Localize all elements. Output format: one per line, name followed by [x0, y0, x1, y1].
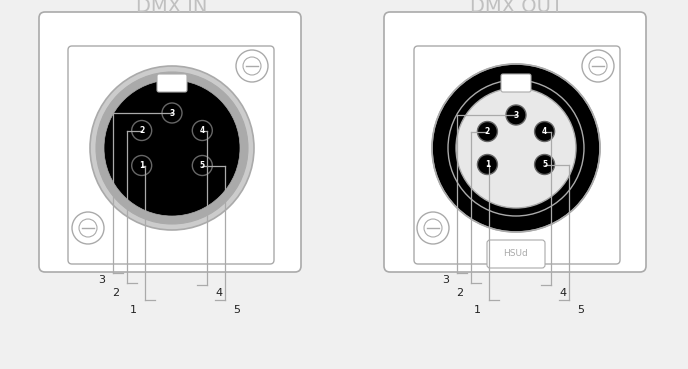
Text: 1: 1 — [130, 305, 137, 315]
Circle shape — [535, 155, 555, 175]
Text: 2: 2 — [485, 127, 490, 136]
Text: 3: 3 — [513, 110, 519, 120]
Circle shape — [193, 121, 213, 141]
FancyBboxPatch shape — [39, 12, 301, 272]
Circle shape — [96, 72, 248, 224]
Text: 4: 4 — [559, 288, 566, 298]
Text: 1: 1 — [485, 160, 490, 169]
Text: DMX OUT: DMX OUT — [469, 0, 563, 16]
Text: 2: 2 — [112, 288, 119, 298]
Circle shape — [131, 155, 151, 176]
Circle shape — [72, 212, 104, 244]
FancyBboxPatch shape — [68, 46, 274, 264]
Text: 3: 3 — [169, 108, 175, 117]
FancyBboxPatch shape — [487, 240, 545, 268]
Circle shape — [424, 219, 442, 237]
Text: 3: 3 — [442, 275, 449, 285]
Circle shape — [506, 105, 526, 125]
Circle shape — [417, 212, 449, 244]
Text: 2: 2 — [139, 126, 144, 135]
FancyBboxPatch shape — [501, 74, 531, 92]
Text: DMX IN: DMX IN — [136, 0, 208, 16]
Circle shape — [432, 64, 600, 232]
Circle shape — [589, 57, 607, 75]
Text: 1: 1 — [474, 305, 481, 315]
FancyBboxPatch shape — [384, 12, 646, 272]
Circle shape — [162, 103, 182, 123]
Text: 4: 4 — [542, 127, 547, 136]
Circle shape — [243, 57, 261, 75]
Text: 5: 5 — [577, 305, 584, 315]
Circle shape — [456, 88, 576, 208]
Circle shape — [131, 121, 151, 141]
Text: 4: 4 — [200, 126, 205, 135]
Circle shape — [193, 155, 213, 176]
Circle shape — [90, 66, 254, 230]
Circle shape — [582, 50, 614, 82]
Circle shape — [79, 219, 97, 237]
Text: 2: 2 — [456, 288, 463, 298]
Circle shape — [236, 50, 268, 82]
FancyBboxPatch shape — [157, 74, 187, 92]
Text: 4: 4 — [215, 288, 222, 298]
FancyBboxPatch shape — [414, 46, 620, 264]
Text: HSUd: HSUd — [504, 249, 528, 259]
Circle shape — [477, 121, 497, 141]
Circle shape — [535, 121, 555, 141]
Text: 3: 3 — [98, 275, 105, 285]
Text: 5: 5 — [200, 161, 205, 170]
Text: 5: 5 — [233, 305, 240, 315]
Circle shape — [477, 155, 497, 175]
Text: 5: 5 — [542, 160, 547, 169]
Circle shape — [104, 80, 240, 216]
Text: 1: 1 — [139, 161, 144, 170]
